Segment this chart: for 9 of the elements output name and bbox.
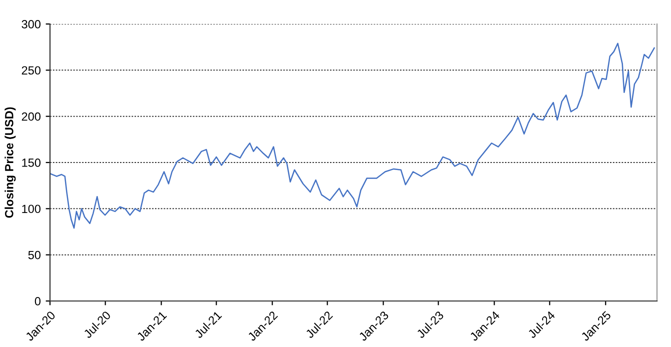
- y-tick-label: 150: [22, 158, 41, 167]
- y-axis-title: Closing Price (USD): [4, 107, 16, 218]
- y-tick-label: 200: [22, 112, 41, 121]
- y-tick-label: 100: [22, 204, 41, 214]
- y-tick-label: 0: [34, 297, 41, 306]
- line-series: [50, 42, 655, 229]
- y-tick-label: 50: [28, 250, 41, 260]
- y-tick-label: 300: [22, 20, 41, 28]
- y-tick-label: 250: [22, 66, 41, 75]
